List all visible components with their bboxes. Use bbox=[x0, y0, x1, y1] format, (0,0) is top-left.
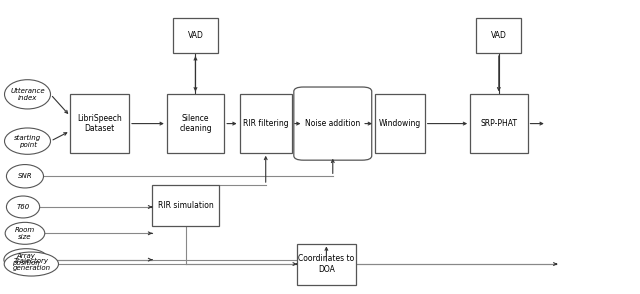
Bar bbox=[375, 94, 425, 153]
Bar bbox=[167, 94, 224, 153]
Bar bbox=[239, 94, 292, 153]
Ellipse shape bbox=[4, 252, 58, 276]
Text: RIR simulation: RIR simulation bbox=[158, 201, 214, 210]
Text: RIR filtering: RIR filtering bbox=[243, 119, 289, 128]
Text: Windowing: Windowing bbox=[379, 119, 421, 128]
Text: Room
size: Room size bbox=[15, 227, 35, 240]
Bar bbox=[297, 243, 356, 285]
Ellipse shape bbox=[4, 249, 49, 271]
Text: SRP-PHAT: SRP-PHAT bbox=[480, 119, 517, 128]
Ellipse shape bbox=[6, 165, 44, 188]
Bar bbox=[470, 94, 527, 153]
Text: Utterance
index: Utterance index bbox=[10, 88, 45, 101]
Text: VAD: VAD bbox=[491, 31, 507, 40]
Text: starting
point: starting point bbox=[14, 135, 41, 148]
Text: Trajectory
generation: Trajectory generation bbox=[12, 258, 51, 271]
FancyBboxPatch shape bbox=[294, 87, 372, 160]
Text: Noise addition: Noise addition bbox=[305, 119, 360, 128]
Text: Coordinates to
DOA: Coordinates to DOA bbox=[298, 254, 355, 274]
Text: VAD: VAD bbox=[188, 31, 204, 40]
Text: SNR: SNR bbox=[18, 173, 32, 179]
Bar bbox=[152, 185, 220, 226]
Text: LibriSpeech
Dataset: LibriSpeech Dataset bbox=[77, 114, 122, 133]
Ellipse shape bbox=[4, 80, 51, 109]
Bar bbox=[173, 18, 218, 54]
Text: Array
position: Array position bbox=[12, 253, 40, 266]
Ellipse shape bbox=[5, 222, 45, 244]
Text: Silence
cleaning: Silence cleaning bbox=[179, 114, 212, 133]
Text: T60: T60 bbox=[17, 204, 29, 210]
Bar bbox=[70, 94, 129, 153]
Ellipse shape bbox=[6, 196, 40, 218]
Bar bbox=[476, 18, 521, 54]
Ellipse shape bbox=[4, 128, 51, 154]
